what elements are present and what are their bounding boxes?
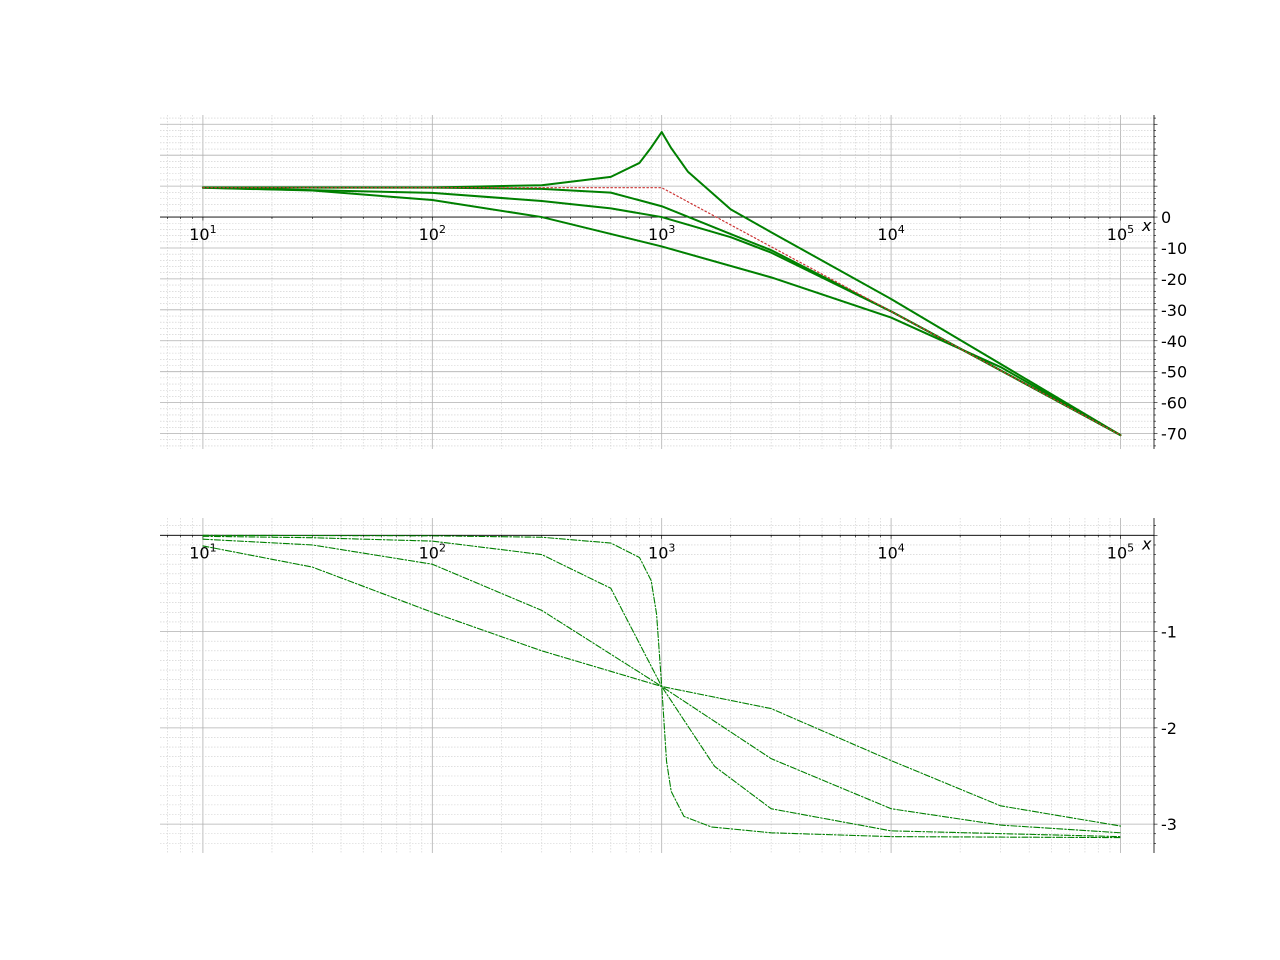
y-tick-label: -60 <box>1161 394 1187 413</box>
grid <box>160 518 1154 853</box>
y-tick-label: -10 <box>1161 239 1187 258</box>
series-line-4 <box>201 186 1122 437</box>
x-axis: 101 102 103 104 105 x <box>160 534 1154 562</box>
grid <box>160 115 1154 449</box>
x-tick-label: 102 <box>419 223 446 244</box>
y-tick-label: -70 <box>1161 425 1187 444</box>
y-tick-label: -2 <box>1161 719 1177 738</box>
x-tick-label: 105 <box>1107 223 1134 244</box>
y-tick-label: -3 <box>1161 815 1177 834</box>
y-axis: -1 -2 -3 <box>1153 518 1177 853</box>
series-line-2 <box>202 535 1122 838</box>
x-tick-label: 105 <box>1107 541 1134 562</box>
x-axis-label: x <box>1141 216 1152 235</box>
x-tick-label: 102 <box>419 541 446 562</box>
series-line-5 <box>202 187 1122 436</box>
x-axis: 101 102 103 104 105 x <box>160 216 1154 244</box>
y-tick-label: -40 <box>1161 332 1187 351</box>
chart-panel-1: 0 -10 -20 -30 -40 -50 -60 -70 101 102 103 104 105 x <box>160 115 1187 449</box>
x-tick-label: 101 <box>189 223 216 244</box>
y-axis: 0 -10 -20 -30 -40 -50 -60 -70 <box>1153 115 1187 449</box>
chart-panel-2: -1 -2 -3 101 102 103 104 105 x <box>160 518 1177 853</box>
y-tick-label: -30 <box>1161 301 1187 320</box>
series-line-3 <box>201 186 1122 437</box>
series-line-4 <box>202 545 1122 827</box>
x-tick-label: 104 <box>877 223 904 244</box>
x-tick-label: 101 <box>189 541 216 562</box>
x-axis-label: x <box>1141 534 1152 553</box>
x-tick-label: 103 <box>648 223 675 244</box>
y-tick-label: 0 <box>1161 208 1171 227</box>
y-tick-label: -20 <box>1161 270 1187 289</box>
series-line-1 <box>201 131 1122 437</box>
y-tick-label: -50 <box>1161 363 1187 382</box>
y-tick-label: -1 <box>1161 623 1177 642</box>
x-tick-label: 103 <box>648 541 675 562</box>
x-tick-label: 104 <box>877 541 904 562</box>
